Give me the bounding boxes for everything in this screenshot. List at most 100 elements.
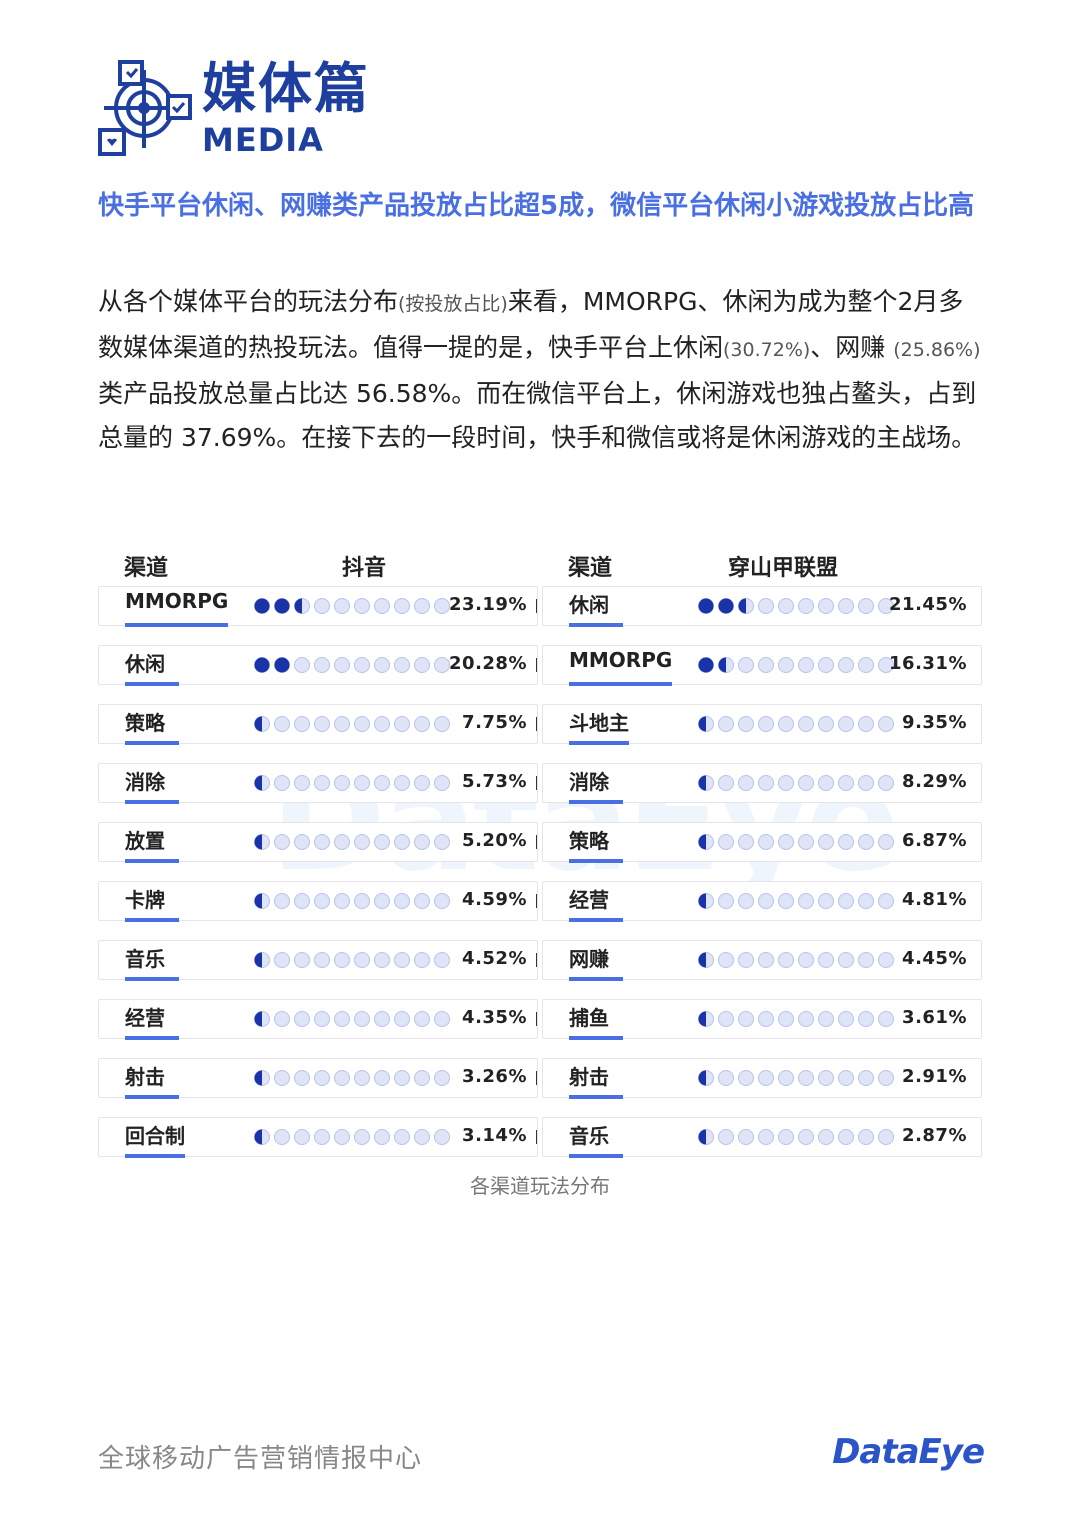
- share-dot: [738, 657, 754, 673]
- share-dot: [818, 893, 834, 909]
- share-dot: [394, 775, 410, 791]
- share-dot: [374, 893, 390, 909]
- share-dot: [374, 716, 390, 732]
- share-dot: [414, 598, 430, 614]
- share-dot: [294, 598, 310, 614]
- share-dot: [274, 657, 290, 673]
- share-dot: [698, 775, 714, 791]
- label-underline: [569, 623, 623, 627]
- dataeye-logo: DataEye: [832, 1432, 985, 1472]
- label-underline: [125, 623, 229, 627]
- share-dot: [414, 716, 430, 732]
- figure-caption: 各渠道玩法分布: [470, 1174, 610, 1198]
- label-underline: [569, 1095, 623, 1099]
- share-dot: [434, 775, 450, 791]
- share-dot: [254, 598, 270, 614]
- share-dot: [838, 834, 854, 850]
- table-row: 回合制 3.14%: [98, 1117, 538, 1158]
- table-row: 消除 5.73%: [98, 763, 538, 804]
- share-dot: [254, 716, 270, 732]
- share-dot: [878, 893, 894, 909]
- genre-label: MMORPG: [569, 648, 673, 672]
- share-dot: [698, 657, 714, 673]
- table-header: 渠道 抖音: [98, 540, 538, 586]
- share-dot: [414, 657, 430, 673]
- share-dot: [718, 834, 734, 850]
- table-header: 渠道 穿山甲联盟: [542, 540, 982, 586]
- label-underline: [569, 800, 623, 804]
- genre-label: MMORPG: [125, 589, 229, 613]
- share-dot-meter: [254, 1129, 450, 1145]
- share-dot: [294, 834, 310, 850]
- share-dot: [798, 834, 814, 850]
- share-dot: [818, 1070, 834, 1086]
- share-dot: [414, 1011, 430, 1027]
- share-dot: [738, 952, 754, 968]
- platform-header: 穿山甲联盟: [728, 556, 839, 581]
- share-dot: [414, 834, 430, 850]
- share-dot: [434, 893, 450, 909]
- share-dot: [818, 1011, 834, 1027]
- share-value: 7.75%: [462, 712, 527, 733]
- share-dot: [254, 834, 270, 850]
- label-underline: [125, 977, 179, 981]
- share-dot: [394, 834, 410, 850]
- share-dot: [838, 1011, 854, 1027]
- share-value: 6.87%: [902, 830, 967, 851]
- share-dot: [838, 657, 854, 673]
- share-dot: [718, 1011, 734, 1027]
- share-dot: [394, 1070, 410, 1086]
- share-dot: [798, 893, 814, 909]
- share-dot: [334, 834, 350, 850]
- share-dot: [354, 716, 370, 732]
- share-dot: [374, 1129, 390, 1145]
- label-underline: [569, 1036, 623, 1040]
- table-row: 休闲 21.45%: [542, 586, 982, 627]
- share-dot: [798, 1011, 814, 1027]
- share-dot: [718, 952, 734, 968]
- share-value: 2.91%: [902, 1066, 967, 1087]
- section-header: 媒体篇 MEDIA: [98, 58, 398, 158]
- share-dot: [818, 775, 834, 791]
- share-dot: [818, 716, 834, 732]
- share-dot-meter: [254, 1011, 450, 1027]
- share-dot-meter: [254, 893, 450, 909]
- share-dot-meter: [698, 1070, 894, 1086]
- share-dot: [314, 952, 330, 968]
- share-dot: [858, 1129, 874, 1145]
- table-douyin: 渠道 抖音 MMORPG 23.19% 休闲 20.28% 策略 7.75% 消除 5.73%…: [98, 540, 538, 1176]
- share-dot: [738, 1070, 754, 1086]
- genre-label: 捕鱼: [569, 1006, 609, 1030]
- share-dot: [434, 952, 450, 968]
- share-dot: [354, 1129, 370, 1145]
- share-dot: [334, 952, 350, 968]
- share-value: 21.45%: [889, 594, 967, 615]
- share-dot: [274, 834, 290, 850]
- share-dot: [698, 598, 714, 614]
- genre-label: 放置: [125, 829, 165, 853]
- genre-label: 策略: [569, 829, 609, 853]
- share-dot: [698, 1070, 714, 1086]
- share-dot: [374, 834, 390, 850]
- share-dot-meter: [698, 775, 894, 791]
- column-separator: [536, 835, 537, 849]
- share-dot: [838, 1070, 854, 1086]
- share-dot: [334, 1070, 350, 1086]
- share-dot: [254, 1070, 270, 1086]
- share-dot: [778, 716, 794, 732]
- label-underline: [569, 1154, 623, 1158]
- share-dot: [758, 716, 774, 732]
- share-dot: [414, 1129, 430, 1145]
- share-dot: [798, 1070, 814, 1086]
- body-note-2: (30.72%): [723, 339, 811, 361]
- table-row: 卡牌 4.59%: [98, 881, 538, 922]
- share-dot: [758, 598, 774, 614]
- share-dot: [354, 952, 370, 968]
- table-row: 经营 4.35%: [98, 999, 538, 1040]
- share-dot: [314, 716, 330, 732]
- share-dot: [314, 834, 330, 850]
- headline: 快手平台休闲、网赚类产品投放占比超5成，微信平台休闲小游戏投放占比高: [98, 191, 975, 221]
- share-dot: [374, 952, 390, 968]
- genre-label: 消除: [125, 770, 165, 794]
- share-dot: [254, 952, 270, 968]
